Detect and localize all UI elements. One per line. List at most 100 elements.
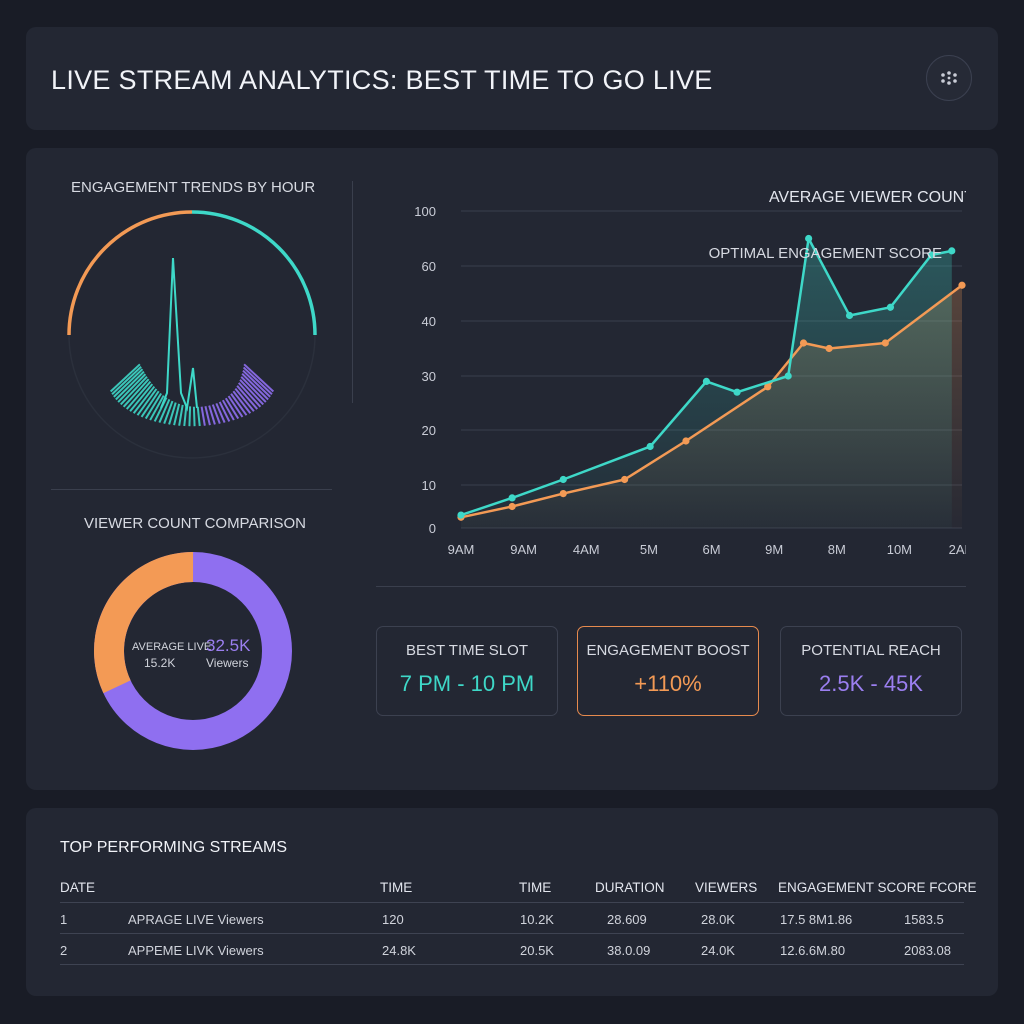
radial-arc-orange [67, 210, 193, 336]
horizontal-divider [51, 489, 332, 490]
stat-title: POTENTIAL REACH [801, 642, 941, 659]
series-point-1 [764, 383, 772, 391]
header-viewers: VIEWERS [695, 880, 758, 895]
radial-bar [163, 400, 174, 424]
table-panel: TOP PERFORMING STREAMS DATE TIME TIME DU… [26, 808, 998, 996]
series-point-1 [958, 281, 966, 289]
series-point-0 [733, 388, 741, 396]
stat-card-potential-reach: POTENTIAL REACH 2.5K - 45K [780, 626, 962, 716]
legend-average-viewer-count: AVERAGE VIEWER COUNT [769, 189, 966, 206]
vertical-divider [352, 181, 353, 403]
radial-bar [241, 372, 269, 401]
y-tick-label: 0 [429, 521, 436, 536]
stat-card-best-time: BEST TIME SLOT 7 PM - 10 PM [376, 626, 558, 716]
radial-bar [196, 406, 201, 427]
radial-bar [211, 404, 221, 424]
radial-arc-base [68, 334, 316, 459]
header-panel: LIVE STREAM ANALYTICS: BEST TIME TO GO L… [26, 27, 998, 130]
series-point-0 [886, 303, 895, 311]
radial-bar [183, 405, 188, 427]
x-tick-label: 9M [765, 542, 783, 557]
cell-viewers: 28.0K [701, 912, 735, 927]
radial-bar [178, 404, 184, 426]
stat-value: 7 PM - 10 PM [399, 671, 535, 696]
row-divider [60, 964, 964, 965]
radial-bar [120, 375, 148, 406]
radial-bar [227, 395, 244, 418]
radial-bar [117, 373, 147, 403]
series-point-1 [620, 475, 629, 484]
radial-bar [144, 392, 162, 420]
radial-bar [204, 405, 211, 426]
y-tick-label: 20 [422, 423, 436, 438]
series-point-1 [508, 502, 516, 511]
radial-bar [200, 406, 206, 426]
cell-time: 120 [382, 912, 404, 927]
x-tick-label: 9AM [510, 542, 537, 557]
donut-right-label: Viewers [206, 656, 249, 670]
cell-time-2: 10.2K [520, 912, 554, 927]
radial-bar [113, 368, 144, 398]
radial-bar [173, 403, 181, 426]
y-tick-label: 30 [422, 369, 436, 384]
header-date: DATE [60, 880, 96, 895]
series-point-1 [559, 490, 567, 498]
radial-bar [215, 402, 226, 423]
radial-arc-teal [191, 210, 317, 336]
radial-bar [125, 380, 152, 410]
cell-time-2: 20.5K [520, 943, 554, 958]
series-point-0 [845, 311, 854, 320]
cell-engagement: 17.5 8M1.86 [780, 912, 853, 927]
y-tick-label: 10 [422, 478, 436, 493]
x-tick-label: 5M [640, 542, 658, 557]
series-point-1 [682, 437, 690, 445]
header-time-2: TIME [519, 880, 552, 895]
stat-card-engagement-boost: ENGAGEMENT BOOST +110% [577, 626, 759, 716]
series-point-0 [927, 251, 935, 259]
main-panel: ENGAGEMENT TRENDS BY HOUR VIEWER COUNT C… [26, 148, 998, 790]
x-tick-label: 6M [702, 542, 720, 557]
donut-right-value: 32.5K [206, 636, 251, 655]
radial-bar [240, 376, 267, 403]
y-tick-label: 60 [422, 259, 436, 274]
radial-bar [115, 370, 145, 401]
cell-index: 2 [60, 943, 68, 958]
dots-grid-icon [941, 71, 957, 85]
radial-bar [230, 393, 248, 416]
radial-bar [109, 363, 141, 393]
menu-button[interactable] [926, 55, 972, 101]
stat-title: ENGAGEMENT BOOST [586, 642, 750, 659]
cell-name: APPEME LIVK Viewers [128, 943, 264, 958]
radial-bar [192, 406, 196, 427]
radial-bar [208, 405, 216, 425]
cell-time: 24.8K [382, 943, 416, 958]
cell-viewers: 24.0K [701, 943, 735, 958]
x-tick-label: 4AM [573, 542, 600, 557]
chart-divider [376, 586, 966, 587]
stat-title: BEST TIME SLOT [406, 642, 528, 659]
stat-value: +110% [634, 671, 702, 696]
radial-bar [132, 385, 156, 414]
cell-score: 1583.5 [904, 912, 944, 927]
donut-orange-segment [94, 552, 292, 750]
legend-optimal-engagement-score: OPTIMAL ENGAGEMENT SCORE [709, 245, 942, 262]
donut-left-value: 15.2K [144, 656, 176, 670]
cell-index: 1 [60, 912, 68, 927]
radial-bar [136, 388, 158, 416]
series-point-0 [948, 247, 956, 255]
radial-bar [242, 369, 271, 398]
cell-engagement: 12.6.6M.80 [780, 943, 846, 958]
x-tick-label: 2AM [949, 542, 966, 557]
y-tick-label: 40 [422, 314, 436, 329]
radial-bar [224, 397, 240, 420]
series-point-0 [559, 475, 567, 484]
radial-bar [243, 363, 275, 393]
header-duration: DURATION [595, 880, 665, 895]
series-point-0 [646, 442, 654, 451]
x-tick-label: 9AM [448, 542, 475, 557]
cell-score: 2083.08 [904, 943, 951, 958]
radial-bar [158, 399, 171, 423]
radial-bar [140, 390, 160, 418]
radial-bar [168, 402, 177, 425]
radial-bar [234, 387, 255, 412]
